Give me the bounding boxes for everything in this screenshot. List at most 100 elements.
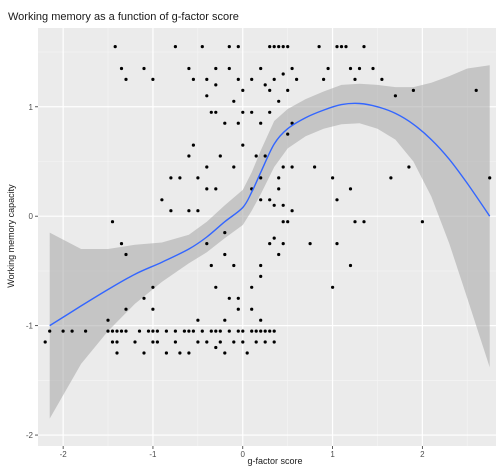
data-point [259, 121, 263, 125]
data-point [277, 176, 281, 180]
data-point [245, 351, 249, 355]
x-tick-label: -2 [60, 450, 68, 459]
data-point [209, 110, 213, 114]
data-point [268, 242, 272, 246]
data-point [196, 318, 200, 322]
data-point [232, 263, 236, 268]
data-point [196, 209, 200, 213]
data-point [70, 329, 74, 333]
data-point [420, 220, 424, 224]
data-point [380, 77, 384, 81]
data-point [209, 263, 213, 268]
data-point [241, 88, 245, 92]
data-point [259, 274, 263, 278]
data-point [259, 66, 263, 71]
data-point [286, 220, 290, 224]
data-point [232, 340, 236, 344]
data-point [331, 285, 335, 289]
data-point [348, 66, 353, 71]
data-point [362, 220, 366, 224]
data-point [110, 340, 115, 344]
confidence-ribbon-layer [49, 65, 490, 419]
data-point [205, 242, 209, 246]
data-point [335, 198, 339, 202]
data-point [124, 329, 128, 333]
points-layer [43, 45, 492, 355]
data-point [317, 45, 321, 49]
chart-title: Working memory as a function of g-factor… [8, 11, 239, 23]
data-point [169, 176, 173, 180]
data-point [272, 236, 276, 240]
data-point [259, 329, 263, 333]
data-point [191, 329, 195, 333]
data-point [263, 340, 267, 344]
data-point [191, 143, 195, 147]
data-point [223, 318, 227, 322]
data-point [263, 83, 267, 87]
data-point [214, 345, 218, 350]
data-point [241, 329, 245, 333]
data-point [353, 77, 357, 81]
data-point [254, 329, 258, 333]
data-point [277, 187, 281, 191]
data-point [339, 45, 344, 49]
data-point [263, 154, 267, 158]
data-point [281, 165, 285, 169]
data-point [290, 209, 294, 213]
y-tick-label: 0 [29, 212, 34, 221]
data-point [236, 121, 240, 125]
data-point [254, 154, 258, 158]
data-point [371, 66, 375, 71]
data-point [61, 329, 65, 333]
data-point [119, 66, 124, 71]
data-point [295, 77, 299, 81]
y-tick-label: -2 [26, 431, 34, 440]
data-point [227, 45, 231, 49]
data-point [236, 307, 240, 311]
data-point [281, 45, 285, 49]
data-point [268, 329, 272, 333]
data-point [290, 66, 294, 71]
data-point [142, 351, 146, 355]
data-point [187, 329, 191, 333]
data-point [205, 77, 209, 81]
data-point [286, 132, 290, 136]
data-point [124, 77, 128, 81]
data-point [474, 88, 478, 92]
data-point [191, 77, 195, 81]
data-point [164, 351, 168, 355]
data-point [214, 187, 218, 191]
data-point [151, 340, 155, 344]
data-point [106, 329, 110, 333]
data-point [290, 165, 294, 169]
data-point [43, 340, 47, 344]
data-point [151, 329, 155, 333]
data-point [393, 94, 397, 98]
data-point [331, 176, 335, 180]
data-point [241, 340, 245, 344]
data-point [241, 110, 245, 114]
data-point [227, 66, 231, 71]
x-tick-label: 1 [330, 450, 335, 459]
data-point [250, 110, 254, 114]
data-point [115, 351, 119, 355]
data-point [205, 94, 209, 98]
data-point [209, 329, 213, 333]
data-point [281, 72, 285, 76]
data-point [218, 340, 222, 344]
data-point [214, 66, 218, 71]
data-point [277, 45, 281, 49]
data-point [48, 329, 52, 333]
data-point [110, 329, 115, 333]
data-point [214, 110, 218, 114]
data-point [281, 242, 285, 246]
data-point [232, 165, 236, 169]
data-point [389, 176, 393, 180]
data-point [173, 329, 177, 333]
data-point [187, 351, 191, 355]
data-point [357, 66, 362, 71]
data-point [488, 176, 492, 180]
data-point [250, 329, 254, 333]
x-tick-label: 0 [241, 450, 246, 459]
